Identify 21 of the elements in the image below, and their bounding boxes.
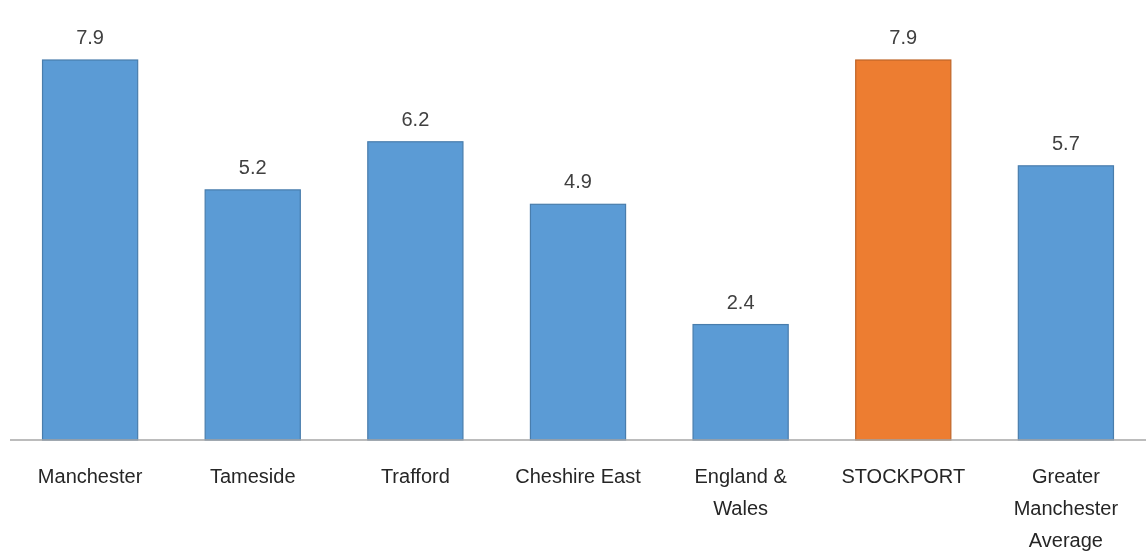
data-label: 2.4 [726, 290, 755, 313]
x-tick-label: Tameside [209, 465, 296, 487]
bar [367, 141, 464, 441]
data-label: 7.9 [889, 26, 918, 48]
data-label: 6.2 [401, 107, 430, 130]
bar [529, 203, 627, 441]
bar [204, 189, 301, 441]
data-label: 5.2 [238, 155, 267, 178]
x-tick-label: Cheshire East [515, 465, 642, 487]
data-label: 5.7 [1052, 131, 1080, 154]
x-tick-label: Trafford [380, 465, 450, 487]
x-tick-label: STOCKPORT [841, 465, 966, 487]
data-label: 7.9 [76, 26, 104, 48]
x-tick-label: England & Wales [694, 465, 788, 519]
x-tick-label: Manchester [37, 465, 143, 487]
x-tick-label: Greater Manchester Average [1013, 465, 1119, 551]
bar [855, 59, 952, 441]
bar [692, 323, 789, 441]
data-label: 4.9 [564, 170, 592, 193]
bar [1017, 165, 1115, 441]
bar [41, 59, 139, 441]
